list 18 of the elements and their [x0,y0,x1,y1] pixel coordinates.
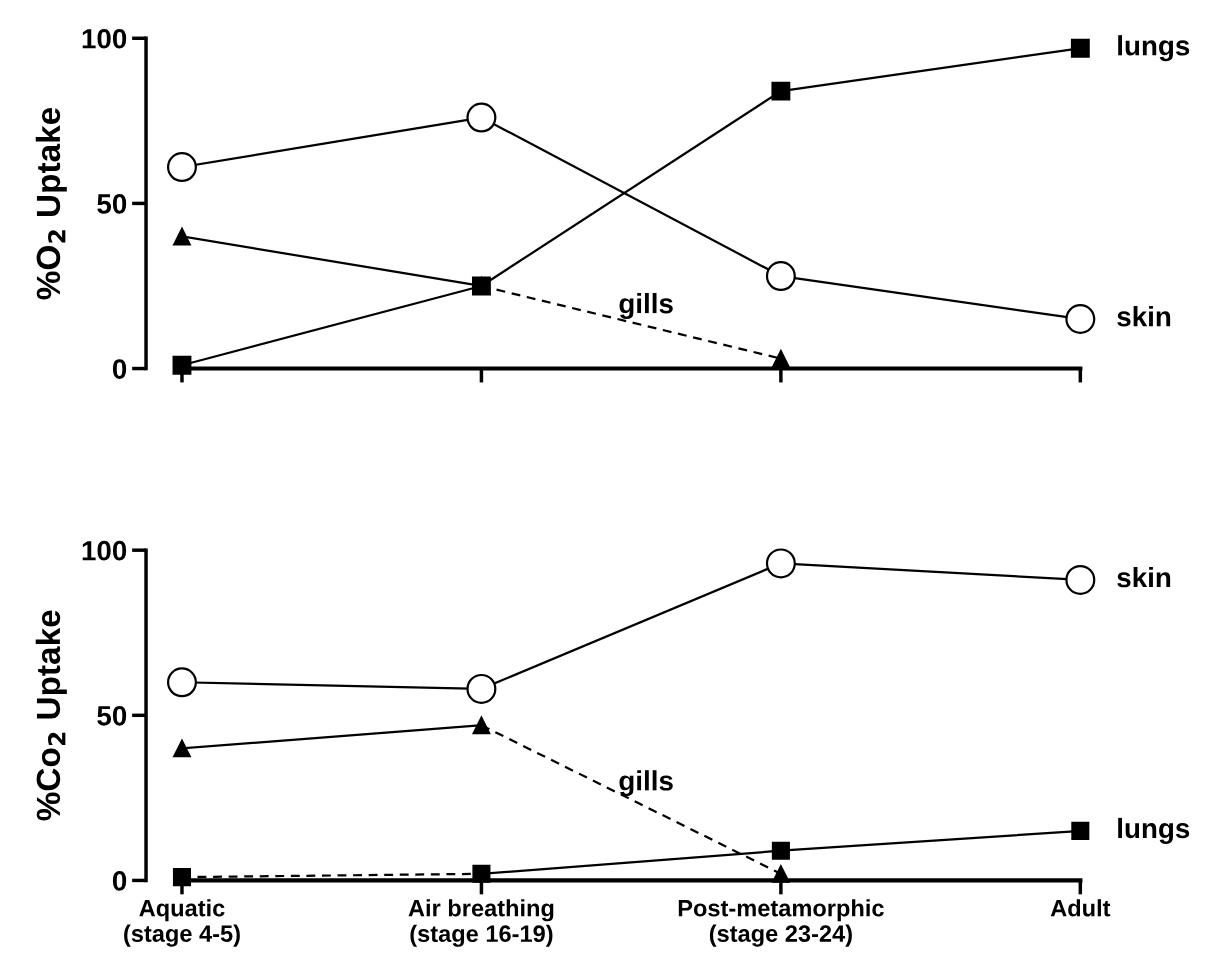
x-tick-label: Aquatic (stage 4-5) [124,899,240,947]
y-tick-label: 50 [97,194,127,214]
y-tick-label: 100 [82,540,127,561]
y-tick-label: 50 [97,705,127,726]
y-tick-label: 0 [112,359,127,379]
y-tick-label: 100 [82,28,127,49]
x-tick-label: Adult [1050,899,1111,917]
y-axis-title: %O$_{2}$ Uptake [35,107,67,300]
y-axis-title: %Co$_{2}$ Uptake [35,610,67,821]
series-label: skin [1117,306,1171,327]
y-tick-label: 0 [112,871,127,891]
series-label: lungs [1118,817,1190,844]
series-label: gills [619,292,673,319]
series-label: skin [1117,566,1171,588]
series-label: lungs [1118,35,1190,62]
series-label: gills [619,770,673,797]
x-tick-label: Air breathing (stage 16-19) [408,899,554,947]
x-tick-label: Post-metamorphic (stage 23-24) [678,899,884,947]
